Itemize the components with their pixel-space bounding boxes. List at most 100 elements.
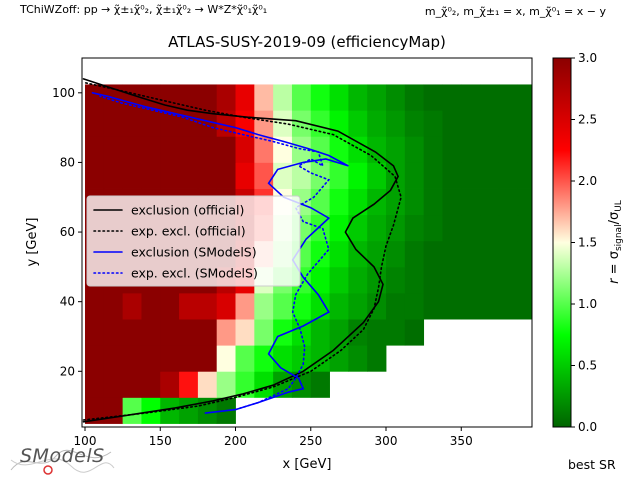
- heatmap-cell: [404, 240, 425, 268]
- heatmap-cell: [197, 162, 218, 189]
- heatmap-cell: [141, 136, 161, 163]
- heatmap-cell: [367, 214, 387, 242]
- heatmap-cell: [498, 84, 519, 111]
- heatmap-cell: [273, 292, 293, 320]
- heatmap-cell: [310, 266, 330, 294]
- y-tick-label: 20: [60, 364, 75, 378]
- heatmap-cell: [310, 240, 330, 268]
- heatmap-cell: [197, 319, 218, 346]
- heatmap-cell: [235, 162, 255, 189]
- heatmap-cell: [461, 136, 481, 163]
- heatmap-cell: [517, 110, 533, 137]
- heatmap-cell: [423, 214, 443, 242]
- legend-entry: exp. excl. (SModelS): [131, 266, 258, 281]
- x-tick-label: 250: [299, 434, 322, 448]
- colorbar-tick-label: 2.5: [578, 113, 597, 127]
- heatmap-cell: [329, 162, 349, 189]
- heatmap-cell: [404, 292, 425, 320]
- series-line: [99, 95, 331, 411]
- heatmap-cell: [179, 136, 199, 163]
- heatmap-cell: [254, 345, 274, 372]
- heatmap-cell: [498, 214, 519, 242]
- heatmap-cell: [442, 292, 462, 320]
- heatmap-cell: [386, 110, 406, 137]
- colorbar-ticks: 0.0 0.5 1.0 1.5 2.0 2.5 3.0: [571, 51, 597, 434]
- heatmap-cell: [197, 292, 218, 320]
- heatmap-cell: [160, 292, 180, 320]
- heatmap-cell: [85, 371, 105, 398]
- heatmap-cell: [329, 110, 349, 137]
- heatmap-cell: [348, 266, 368, 294]
- heatmap-cell: [85, 136, 105, 163]
- heatmap-cell: [498, 240, 519, 268]
- heatmap-cell: [367, 84, 387, 111]
- colorbar-label: r = σsignal/σUL: [607, 200, 624, 284]
- heatmap-cell: [423, 110, 443, 137]
- heatmap-cell: [348, 319, 368, 346]
- series-line: [82, 78, 399, 423]
- heatmap-cell: [498, 162, 519, 189]
- heatmap-cell: [517, 84, 533, 111]
- heatmap-cell: [235, 136, 255, 163]
- heatmap-cell: [386, 240, 406, 268]
- heatmap-cell: [141, 292, 161, 320]
- heatmap-cell: [423, 162, 443, 189]
- heatmap-cell: [122, 162, 142, 189]
- heatmap-cell: [498, 110, 519, 137]
- heatmap-cell: [367, 345, 387, 372]
- x-axis-label: x [GeV]: [283, 457, 332, 472]
- heatmap-cell: [254, 84, 274, 111]
- heatmap-cell: [498, 188, 519, 216]
- heatmap-cell: [423, 84, 443, 111]
- colorbar-tick-label: 1.5: [578, 236, 597, 250]
- heatmap-cell: [498, 136, 519, 163]
- heatmap-cell: [329, 136, 349, 163]
- heatmap-cell: [216, 345, 236, 372]
- heatmap-cell: [310, 319, 330, 346]
- heatmap-cell: [348, 110, 368, 137]
- x-tick-label: 300: [375, 434, 398, 448]
- heatmap-cell: [179, 397, 199, 424]
- heatmap-cell: [179, 162, 199, 189]
- heatmap-cell: [461, 188, 481, 216]
- heatmap-cell: [122, 136, 142, 163]
- heatmap-cell: [122, 371, 142, 398]
- x-tick-label: 150: [149, 434, 172, 448]
- heatmap-cell: [386, 319, 406, 346]
- colorbar-tick-label: 3.0: [578, 51, 597, 65]
- heatmap-cell: [85, 292, 105, 320]
- heatmap-cell: [461, 240, 481, 268]
- heatmap-cell: [160, 110, 180, 137]
- heatmap-cell: [141, 110, 161, 137]
- heatmap-cell: [273, 345, 293, 372]
- heatmap-cell: [348, 214, 368, 242]
- colorbar-tick-label: 2.0: [578, 174, 597, 188]
- heatmap-cell: [517, 292, 533, 320]
- heatmap-cell: [141, 162, 161, 189]
- heatmap-cell: [461, 214, 481, 242]
- heatmap-cell: [423, 292, 443, 320]
- heatmap-cell: [179, 319, 199, 346]
- heatmap-cell: [348, 292, 368, 320]
- heatmap-cell: [197, 110, 218, 137]
- heatmap-cell: [498, 292, 519, 320]
- heatmap-cell: [348, 162, 368, 189]
- heatmap-cell: [216, 84, 236, 111]
- heatmap-cell: [367, 110, 387, 137]
- heatmap-cell: [480, 162, 500, 189]
- heatmap-cell: [216, 162, 236, 189]
- legend-entry: exp. excl. (official): [131, 224, 246, 239]
- heatmap-cell: [122, 292, 142, 320]
- heatmap-cell: [235, 345, 255, 372]
- heatmap-cell: [273, 84, 293, 111]
- heatmap-cell: [179, 84, 199, 111]
- heatmap-cell: [254, 371, 274, 398]
- heatmap-cell: [273, 319, 293, 346]
- legend-box: [86, 195, 301, 287]
- heatmap-cell: [197, 136, 218, 163]
- heatmap-cell: [517, 266, 533, 294]
- heatmap-cell: [141, 397, 161, 424]
- heatmap-cell: [216, 319, 236, 346]
- heatmap-cell: [291, 110, 312, 137]
- heatmap-cell: [310, 84, 330, 111]
